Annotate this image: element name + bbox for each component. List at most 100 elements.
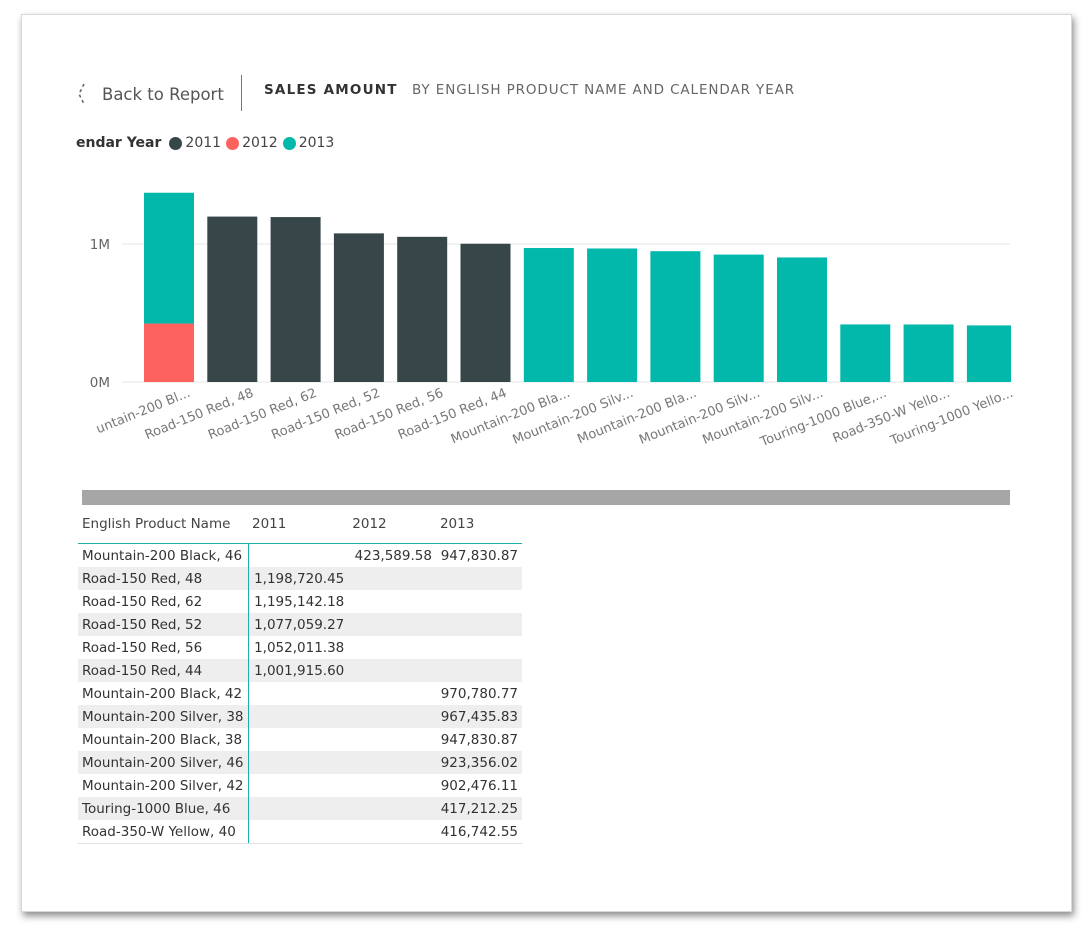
bar-2011[interactable] bbox=[333, 233, 384, 382]
cell-value-2011 bbox=[248, 705, 348, 728]
cell-value-2011 bbox=[248, 543, 349, 567]
cell-value-2013: 947,830.87 bbox=[435, 543, 522, 567]
cell-value-2012 bbox=[348, 659, 436, 682]
cell-value-2011: 1,195,142.18 bbox=[254, 593, 345, 610]
cell-value-2011: 1,001,915.60 bbox=[254, 662, 345, 679]
data-table: English Product Name 2011 2012 2013 Moun… bbox=[78, 513, 522, 844]
horizontal-scrollbar[interactable] bbox=[82, 490, 1010, 505]
header-2011[interactable]: 2011 bbox=[252, 516, 287, 532]
bar-2012[interactable] bbox=[144, 323, 194, 382]
table-row[interactable]: Mountain-200 Black, 46 423,589.58 947,830.… bbox=[78, 543, 522, 567]
cell-value-2013: 416,742.55 bbox=[435, 820, 522, 844]
cell-value-2013 bbox=[436, 567, 522, 590]
chart-legend: endar Year 2011 2012 2013 bbox=[76, 135, 339, 151]
cell-value-2012: 423,589.58 bbox=[348, 543, 436, 567]
cell-product-name: Road-150 Red, 52 bbox=[78, 613, 249, 636]
legend-item-2011[interactable]: 2011 bbox=[169, 135, 221, 151]
cell-value-2013 bbox=[436, 613, 522, 636]
table-row[interactable]: Road-150 Red, 56 1,052,011.38 bbox=[78, 636, 522, 659]
data-table-container: English Product Name 2011 2012 2013 Moun… bbox=[78, 513, 522, 844]
cell-product-name: Mountain-200 Silver, 46 bbox=[78, 751, 249, 774]
cell-value-2012 bbox=[348, 567, 436, 590]
cell-value-2011 bbox=[248, 728, 348, 751]
table-row[interactable]: Road-150 Red, 62 1,195,142.18 bbox=[78, 590, 522, 613]
bar-2011[interactable] bbox=[460, 243, 511, 382]
cell-value-2011: 1,198,720.45 bbox=[254, 570, 345, 587]
table-row[interactable]: Mountain-200 Black, 42 970,780.77 bbox=[78, 682, 522, 705]
cell-product-name: Mountain-200 Black, 46 bbox=[78, 543, 249, 567]
cell-value-2012 bbox=[348, 705, 436, 728]
table-header-row: English Product Name 2011 2012 2013 bbox=[78, 513, 522, 544]
bar-2011[interactable] bbox=[270, 217, 321, 382]
back-to-report-button[interactable]: Back to Report bbox=[76, 81, 224, 107]
cell-product-name: Mountain-200 Black, 38 bbox=[78, 728, 249, 751]
table-row[interactable]: Road-150 Red, 48 1,198,720.45 bbox=[78, 567, 522, 590]
table-row[interactable]: Mountain-200 Silver, 38 967,435.83 bbox=[78, 705, 522, 728]
header-product-name[interactable]: English Product Name bbox=[82, 516, 231, 532]
table-row[interactable]: Road-150 Red, 44 1,001,915.60 bbox=[78, 659, 522, 682]
bar-2013[interactable] bbox=[713, 254, 764, 382]
legend-dot-2012 bbox=[226, 136, 240, 150]
cell-product-name: Road-150 Red, 44 bbox=[78, 659, 249, 682]
cell-value-2012 bbox=[348, 797, 436, 820]
bar-2013[interactable] bbox=[966, 325, 1017, 382]
bar-2013[interactable] bbox=[840, 324, 891, 382]
legend-title: endar Year bbox=[76, 135, 162, 151]
cell-value-2013: 417,212.25 bbox=[440, 800, 518, 817]
cell-value-2012 bbox=[348, 728, 436, 751]
legend-label-2013: 2013 bbox=[298, 135, 335, 151]
table-row[interactable]: Mountain-200 Black, 38 947,830.87 bbox=[78, 728, 522, 751]
x-tick-label: Road-150 Red, 62 bbox=[206, 386, 319, 443]
back-chevron-icon bbox=[78, 83, 85, 105]
cell-value-2011 bbox=[248, 797, 348, 820]
cell-value-2011 bbox=[248, 820, 349, 844]
cell-value-2013: 967,435.83 bbox=[440, 708, 518, 725]
bars-group bbox=[144, 192, 1017, 382]
cell-product-name: Mountain-200 Black, 42 bbox=[78, 682, 249, 705]
cell-product-name: Touring-1000 Blue, 46 bbox=[78, 797, 249, 820]
legend-item-2013[interactable]: 2013 bbox=[282, 135, 335, 151]
visual-subtitle: BY ENGLISH PRODUCT NAME AND CALENDAR YEA… bbox=[412, 82, 796, 98]
cell-product-name: Mountain-200 Silver, 42 bbox=[78, 774, 249, 797]
x-tick-label: Road-150 Red, 56 bbox=[333, 386, 446, 443]
cell-value-2011: 1,077,059.27 bbox=[254, 616, 345, 633]
cell-value-2013: 970,780.77 bbox=[440, 685, 518, 702]
table-row[interactable]: Mountain-200 Silver, 42 902,476.11 bbox=[78, 774, 522, 797]
visual-header: Back to Report SALES AMOUNT BY ENGLISH P… bbox=[22, 15, 1071, 125]
legend-dot-2011 bbox=[169, 136, 183, 150]
table-row[interactable]: Touring-1000 Blue, 46 417,212.25 bbox=[78, 797, 522, 820]
header-divider bbox=[241, 75, 242, 111]
cell-value-2011 bbox=[248, 774, 348, 797]
cell-value-2012 bbox=[348, 774, 436, 797]
cell-value-2013: 923,356.02 bbox=[440, 754, 518, 771]
header-2013[interactable]: 2013 bbox=[439, 516, 475, 532]
cell-product-name: Mountain-200 Silver, 38 bbox=[78, 705, 249, 728]
bar-2013[interactable] bbox=[903, 324, 954, 382]
cell-value-2013: 947,830.87 bbox=[440, 731, 518, 748]
cell-value-2013: 902,476.11 bbox=[440, 777, 518, 794]
bar-2013[interactable] bbox=[144, 192, 194, 324]
x-tick-label: Road-150 Red, 52 bbox=[269, 386, 382, 443]
bar-2013[interactable] bbox=[777, 257, 827, 382]
table-row[interactable]: Road-350-W Yellow, 40 416,742.55 bbox=[78, 820, 522, 844]
bar-2013[interactable] bbox=[587, 248, 638, 382]
cell-value-2013 bbox=[436, 659, 522, 682]
legend-label-2012: 2012 bbox=[242, 135, 278, 151]
legend-dot-2013 bbox=[282, 136, 296, 150]
cell-value-2012 bbox=[348, 820, 436, 844]
table-row[interactable]: Mountain-200 Silver, 46 923,356.02 bbox=[78, 751, 522, 774]
bar-2011[interactable] bbox=[207, 216, 258, 382]
cell-value-2012 bbox=[348, 751, 436, 774]
table-row[interactable]: Road-150 Red, 52 1,077,059.27 bbox=[78, 613, 522, 636]
cell-value-2011 bbox=[248, 751, 348, 774]
legend-item-2012[interactable]: 2012 bbox=[226, 135, 278, 151]
header-2012[interactable]: 2012 bbox=[352, 516, 387, 532]
cell-value-2011: 1,052,011.38 bbox=[254, 639, 345, 656]
cell-value-2012 bbox=[348, 682, 436, 705]
bar-2011[interactable] bbox=[397, 236, 448, 382]
cell-value-2012 bbox=[348, 590, 436, 613]
cell-product-name: Road-150 Red, 56 bbox=[78, 636, 249, 659]
cell-value-2011 bbox=[248, 682, 348, 705]
bar-2013[interactable] bbox=[523, 248, 574, 382]
bar-2013[interactable] bbox=[650, 251, 701, 382]
